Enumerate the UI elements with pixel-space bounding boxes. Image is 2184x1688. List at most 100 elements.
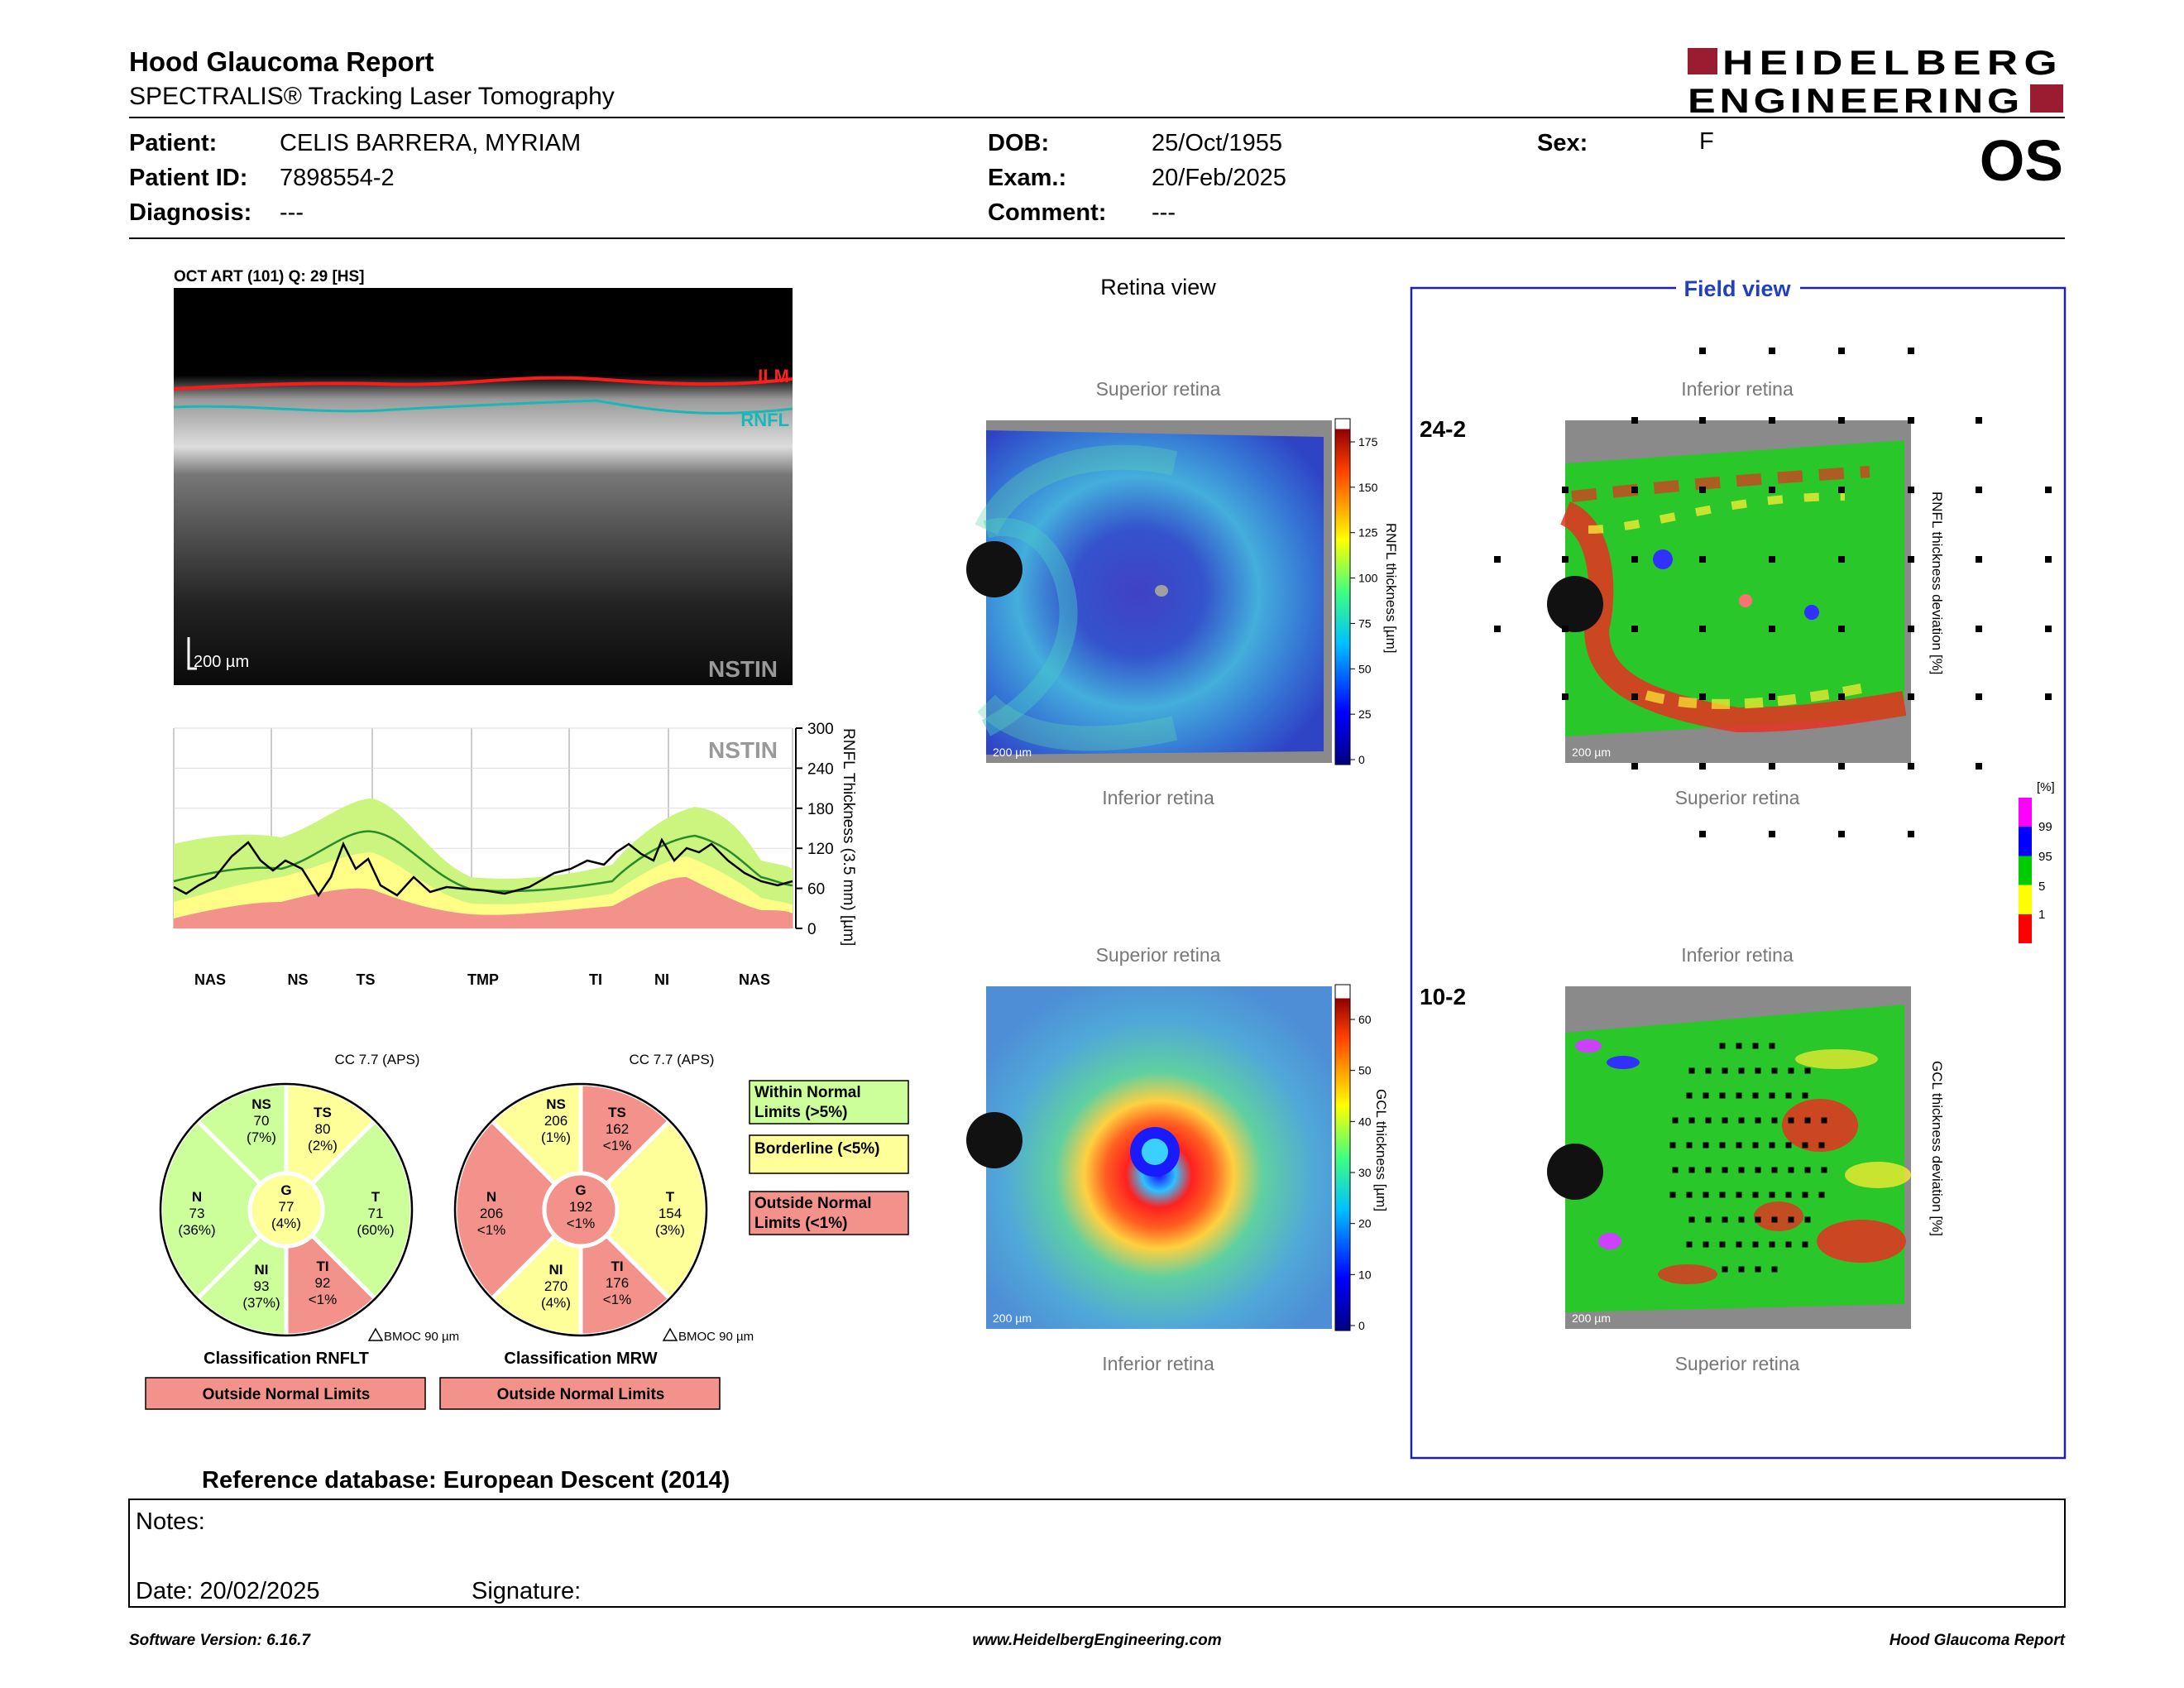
sector-g-label: G	[575, 1182, 586, 1198]
test-point	[1771, 1266, 1778, 1273]
test-point	[1838, 763, 1845, 770]
test-point	[1788, 1216, 1794, 1223]
scale-tick: 25	[1358, 707, 1372, 721]
y-tick-label: 180	[807, 801, 834, 818]
classification-mrw: NS206(1%)TS162<1%N206<1%G192<1%T154(3%)N…	[439, 1052, 754, 1410]
test-point	[1722, 1266, 1728, 1273]
test-point	[1838, 556, 1845, 563]
test-point	[1769, 1192, 1775, 1198]
test-point	[1755, 1266, 1761, 1273]
sector-n-label: N	[192, 1189, 202, 1205]
test-point	[1771, 1167, 1778, 1173]
sector-ti-pct: <1%	[603, 1292, 632, 1307]
y-tick-label: 60	[807, 881, 825, 899]
scale-tick: 100	[1358, 572, 1378, 585]
test-point	[1752, 1192, 1759, 1198]
test-point	[1908, 626, 1914, 632]
scale-tick: 50	[1358, 1064, 1372, 1077]
test-point	[1631, 626, 1638, 632]
gcl-dev-scale: 200 µm	[1572, 1312, 1611, 1325]
legend-within-2: Limits (>5%)	[754, 1104, 847, 1121]
test-point	[1755, 1216, 1761, 1223]
comment: ---	[1152, 199, 1176, 226]
test-point	[1769, 763, 1775, 770]
test-point	[1722, 1167, 1728, 1173]
test-point	[1699, 556, 1706, 563]
scale-tick: 75	[1358, 616, 1372, 630]
patient-info: Patient: CELIS BARRERA, MYRIAM Patient I…	[129, 128, 1714, 226]
gcl-scale-label: GCL thickness [µm]	[1373, 1089, 1389, 1211]
sector-t-value: 71	[368, 1206, 384, 1221]
percentile-scale: [%] 99 95 5 1	[2019, 780, 2055, 943]
gcl-thickness-scale: 60 50 40 30 20 10 0 GCL thickness [µm]	[1334, 984, 1389, 1332]
wheel-caption: Classification MRW	[504, 1350, 657, 1368]
test-point	[1686, 1192, 1693, 1198]
test-point	[1719, 1043, 1726, 1049]
chart-sector-labels: NAS NS TS TMP TI NI NAS	[194, 971, 770, 988]
wheel-result: Outside Normal Limits	[497, 1386, 665, 1403]
test-point	[1769, 831, 1775, 837]
test-point	[1769, 1241, 1775, 1248]
sector-n-pct: <1%	[477, 1222, 506, 1238]
test-point	[1736, 1092, 1742, 1099]
rnfl-thickness-scale: 175 150 125 100 75 50 25 0 RNFL thickness [µm]	[1334, 418, 1399, 766]
retina-view-title: Retina view	[1100, 275, 1216, 300]
pct-5: 5	[2038, 880, 2045, 894]
test-point	[1736, 1241, 1742, 1248]
bmoc-triangle-icon	[367, 1327, 384, 1341]
scale-tick: 20	[1358, 1217, 1372, 1230]
sector-ni-pct: (4%)	[541, 1295, 571, 1311]
test-point	[1821, 1167, 1827, 1173]
test-point	[1738, 1117, 1745, 1124]
scale-tick: 40	[1358, 1115, 1372, 1128]
report-title: Hood Glaucoma Report	[129, 46, 434, 77]
outside-band	[174, 877, 793, 928]
scale-tick: 0	[1358, 753, 1365, 766]
sector-ts-pct: (2%)	[308, 1138, 338, 1153]
test-point	[1686, 1142, 1693, 1149]
test-point	[1722, 1067, 1728, 1074]
test-point	[1722, 1117, 1728, 1124]
chart-ylabel: RNFL Thickness (3.5 mm) [µm]	[840, 728, 857, 946]
signature-field: Signature:	[472, 1578, 581, 1604]
test-point	[2045, 487, 2052, 493]
sector-n-value: 206	[480, 1206, 503, 1221]
field-24-inferior: Inferior retina	[1681, 378, 1794, 400]
test-point	[1688, 1216, 1695, 1223]
heidelberg-logo: HEIDELBERG ENGINEERING	[1688, 43, 2063, 120]
notes-box	[128, 1499, 2066, 1608]
test-point	[1769, 693, 1775, 700]
field-10-superior: Superior retina	[1675, 1353, 1800, 1374]
sector-ni-value: 270	[544, 1278, 568, 1294]
rnfl-line	[173, 399, 793, 415]
test-point	[1788, 1117, 1794, 1124]
test-point	[1838, 693, 1845, 700]
sector-ns-label: NS	[251, 1096, 271, 1112]
scale-tick: 10	[1358, 1268, 1372, 1281]
test-point	[1562, 556, 1569, 563]
sector-label-ns: NS	[287, 971, 308, 988]
sector-label-nas: NAS	[739, 971, 770, 988]
oct-title: OCT ART (101) Q: 29 [HS]	[174, 268, 365, 285]
test-point	[1562, 487, 1569, 493]
test-point	[1699, 626, 1706, 632]
diagnosis: ---	[280, 199, 304, 226]
oct-scale-bar	[187, 637, 197, 670]
rnfl-map-superior: Superior retina	[1096, 378, 1221, 400]
website-link[interactable]: www.HeidelbergEngineering.com	[972, 1632, 1221, 1649]
test-point	[1908, 556, 1914, 563]
test-point	[1703, 1241, 1709, 1248]
normal-mean-line	[173, 830, 793, 893]
test-point	[1788, 1167, 1794, 1173]
dob: 25/Oct/1955	[1152, 130, 1282, 156]
sector-ti-label: TI	[611, 1259, 623, 1274]
field-10-inferior: Inferior retina	[1681, 944, 1794, 966]
test-point	[1769, 348, 1775, 354]
pct-99: 99	[2038, 820, 2052, 834]
scale-tick: 50	[1358, 662, 1372, 675]
sector-t-pct: (3%)	[655, 1222, 685, 1238]
test-point	[1494, 556, 1501, 563]
rnfl-map-scale: 200 µm	[993, 746, 1032, 759]
sector-n-label: N	[486, 1189, 496, 1205]
test-point	[1804, 1067, 1811, 1074]
